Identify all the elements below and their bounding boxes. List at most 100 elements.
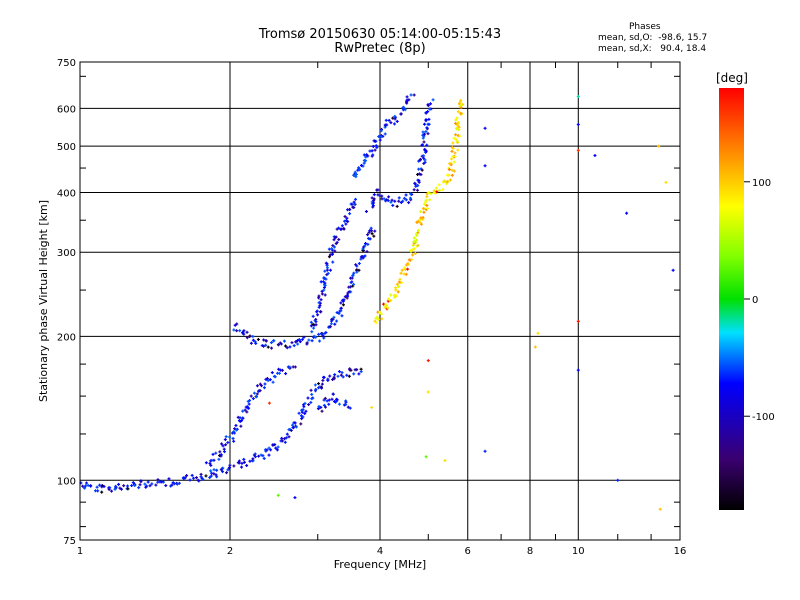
o-mode-point [339,301,343,305]
x-mode-point [414,232,418,236]
x-mode-point [412,247,416,251]
o-mode-point [344,222,348,226]
o-mode-point [265,448,269,452]
o-mode-point [333,373,337,377]
o-mode-point [259,453,263,457]
o-mode-point [143,482,147,486]
o-mode-point [154,483,158,487]
o-mode-point [300,410,304,414]
o-mode-point [245,464,249,468]
o-mode-point [337,312,341,316]
o-mode-point [258,382,262,386]
o-mode-point [336,374,340,378]
o-mode-point [429,102,433,106]
o-mode-point [318,304,322,308]
o-mode-point [262,344,266,348]
o-mode-point [395,204,399,208]
o-mode-point [329,268,333,272]
x-mode-point [402,272,406,276]
o-mode-point [423,149,427,153]
o-mode-point [314,335,318,339]
o-mode-point [255,392,259,396]
x-mode-point [394,288,398,292]
x-mode-point [425,195,429,199]
o-mode-point [421,130,425,134]
o-mode-point [264,339,268,343]
o-mode-point [266,345,270,349]
o-mode-point [245,405,249,409]
o-mode-point [376,188,380,192]
sparse-echo-point [625,211,629,215]
o-mode-point [323,269,327,273]
o-mode-point [285,346,289,350]
o-mode-point [138,483,142,487]
o-mode-point [354,172,358,176]
x-mode-point [429,192,433,196]
o-mode-point [355,264,359,268]
colorbar [719,88,744,510]
x-mode-point [450,149,454,153]
o-mode-point [317,404,321,408]
o-mode-point [420,143,424,147]
y-tick-label: 750 [57,58,76,69]
o-mode-point [197,479,201,483]
o-mode-point [334,235,338,239]
o-mode-point [268,378,272,382]
o-mode-point [241,416,245,420]
x-mode-point [421,207,425,211]
o-mode-point [352,173,356,177]
o-mode-point [339,227,343,231]
o-mode-point [391,116,395,120]
o-mode-point [95,485,99,489]
x-mode-point [406,262,410,266]
o-mode-point [122,484,126,488]
o-mode-point [407,201,411,205]
x-mode-point [447,168,451,172]
o-mode-point [404,198,408,202]
o-mode-point [298,340,302,344]
o-mode-point [301,408,305,412]
o-mode-point [405,101,409,105]
x-mode-point [398,277,402,281]
o-mode-point [407,98,411,102]
o-mode-point [393,199,397,203]
o-mode-point [340,224,344,228]
o-mode-point [399,112,403,116]
o-mode-point [423,160,427,164]
sparse-echo-point [576,368,580,372]
o-mode-point [160,480,164,484]
o-mode-point [311,314,315,318]
o-mode-point [395,119,399,123]
o-mode-point [212,472,216,476]
o-mode-point [263,382,267,386]
o-mode-point [232,464,236,468]
o-mode-point [275,448,279,452]
o-mode-point [289,428,293,432]
o-mode-point [401,108,405,112]
o-mode-point [325,262,329,266]
x-mode-point [455,139,459,143]
sparse-echo-point [536,331,540,335]
x-mode-point [411,243,415,247]
o-mode-point [353,368,357,372]
o-mode-point [383,132,387,136]
o-mode-point [348,406,352,410]
y-tick-label: 200 [57,332,76,343]
o-mode-point [327,402,331,406]
sparse-echo-point [426,359,430,363]
o-mode-point [293,365,297,369]
colorbar-ticks: 100 0 -100 [744,178,775,423]
o-mode-point [294,340,298,344]
o-mode-point [126,487,130,491]
o-mode-point [343,215,347,219]
o-mode-point [334,242,338,246]
x-tick-label: 8 [527,546,533,557]
o-mode-point [367,230,371,234]
o-mode-point [323,396,327,400]
sparse-echo-point [267,401,271,405]
o-mode-point [412,188,416,192]
o-mode-point [294,425,298,429]
o-mode-point [418,157,422,161]
x-mode-point [459,111,463,115]
x-mode-point [449,157,453,161]
